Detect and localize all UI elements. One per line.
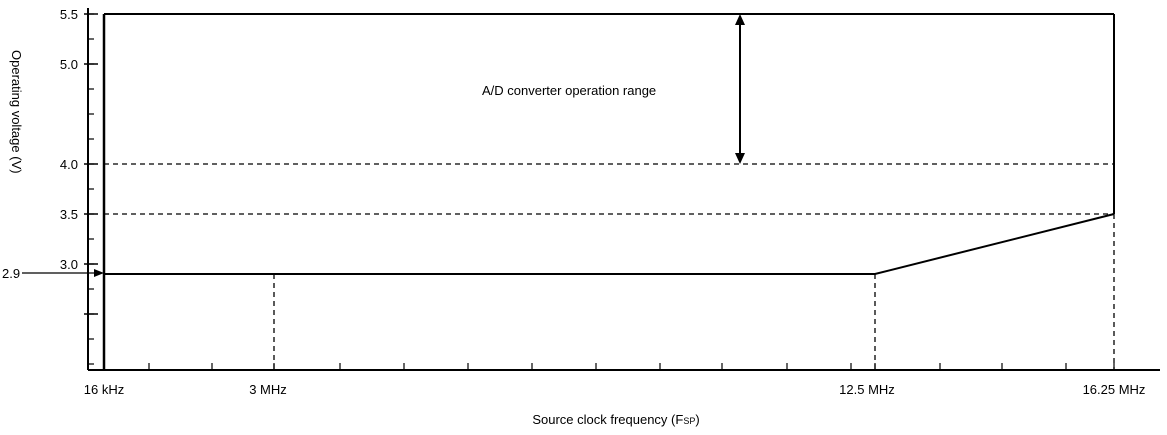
x-tick-label: 3 MHz: [249, 382, 287, 397]
x-axis-label-sub: SP: [683, 416, 695, 426]
y-tick-label: 3.0: [60, 257, 78, 272]
y-tick-label: 5.5: [60, 7, 78, 22]
y-marker-2-9: 2.9: [2, 266, 20, 281]
adc-range-arrow-head-top: [735, 14, 745, 25]
lower-boundary-line: [104, 213, 1115, 275]
boundary-lines: [22, 13, 1115, 370]
x-axis-label-end: ): [695, 412, 699, 427]
x-tick-label: 16.25 MHz: [1083, 382, 1146, 397]
y-axis-label: Operating voltage (V): [9, 50, 24, 174]
axes: [87, 8, 1160, 371]
adc-range-arrow-head-bottom: [735, 153, 745, 164]
x-tick-label: 16 kHz: [84, 382, 124, 397]
y-tick-label: 4.0: [60, 157, 78, 172]
ticks: 5.5 5.0 4.0 3.5 3.0 16 kHz 3 MHz 12.5 MHz 16.25 …: [60, 7, 1146, 397]
x-tick-label: 12.5 MHz: [839, 382, 895, 397]
y-tick-label: 5.0: [60, 57, 78, 72]
y-marker-arrow-head: [94, 269, 104, 277]
adc-range-label: A/D converter operation range: [482, 83, 656, 98]
x-axis-label-main: Source clock frequency (F: [532, 412, 683, 427]
x-axis-label: Source clock frequency (FSP): [532, 412, 699, 427]
y-tick-label: 3.5: [60, 207, 78, 222]
